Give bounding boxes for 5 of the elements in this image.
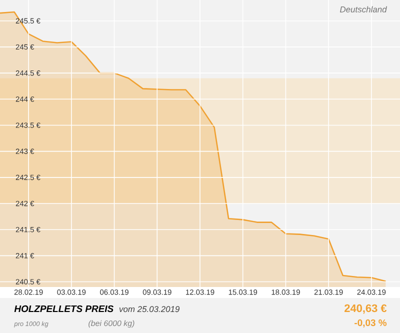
annotation: Deutschland xyxy=(340,6,388,12)
text: 240,63 € xyxy=(344,304,387,314)
text: vom 25.03.2019 xyxy=(119,306,180,312)
text: HOLZPELLETS PREIS xyxy=(14,305,114,312)
text: -0,03 % xyxy=(354,319,387,328)
